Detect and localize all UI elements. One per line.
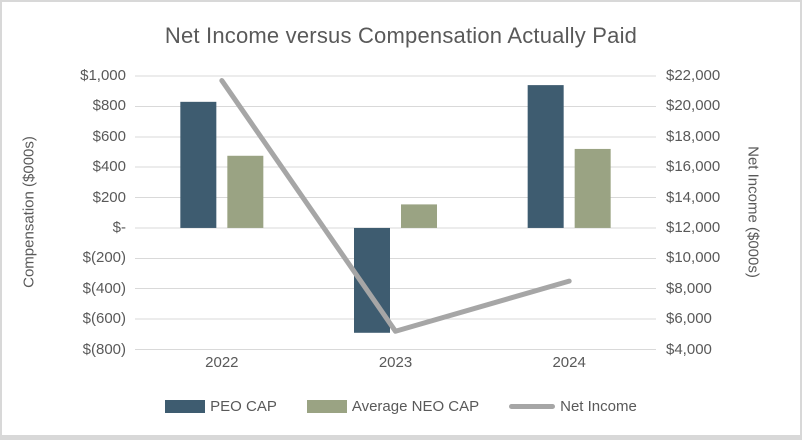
- left-axis-tick: $(200): [82, 249, 126, 267]
- left-axis-tick: $200: [92, 188, 126, 206]
- right-axis-tick-labels: $22,000 $20,000 $18,000 $16,000 $14,000 $12,0…: [666, 2, 796, 435]
- legend: PEO CAP Average NEO CAP Net Income: [2, 398, 800, 415]
- left-axis-tick: $(400): [82, 279, 126, 297]
- x-axis-label: 2024: [552, 354, 586, 371]
- right-axis-tick: $8,000: [666, 279, 712, 297]
- left-axis-tick: $1,000: [80, 67, 126, 84]
- x-axis-label: 2023: [378, 354, 413, 371]
- right-axis-tick: $4,000: [666, 340, 712, 358]
- right-axis-tick: $6,000: [666, 310, 712, 328]
- plot-area: [135, 75, 656, 350]
- right-axis-tick: $14,000: [666, 188, 721, 206]
- left-axis-tick: $(600): [82, 310, 126, 328]
- legend-label: Average NEO CAP: [351, 398, 480, 415]
- right-axis-tick: $20,000: [666, 97, 721, 115]
- line-net-income: [219, 78, 572, 334]
- legend-item-average-neo-cap: Average NEO CAP: [306, 398, 480, 415]
- bar-average-neo-cap: [574, 148, 611, 228]
- legend-swatch-line: [509, 404, 556, 409]
- legend-item-net-income: Net Income: [509, 398, 637, 415]
- bar-average-neo-cap: [227, 155, 264, 228]
- bar-peo-cap: [527, 85, 564, 228]
- x-axis-label: 2022: [205, 354, 239, 371]
- left-axis-tick: $800: [92, 97, 126, 115]
- legend-swatch-bar: [306, 400, 347, 413]
- legend-item-peo-cap: PEO CAP: [165, 398, 277, 415]
- right-axis-tick: $12,000: [666, 218, 721, 236]
- right-axis-tick: $10,000: [666, 249, 721, 267]
- legend-swatch-bar: [165, 400, 206, 413]
- left-axis-tick: $400: [92, 158, 126, 176]
- legend-label: Net Income: [560, 398, 637, 415]
- chart-title: Net Income versus Compensation Actually …: [164, 23, 638, 48]
- legend-label: PEO CAP: [210, 398, 277, 415]
- left-axis-tick: $(800): [82, 340, 126, 358]
- left-axis-tick-labels: $1,000 $800 $600 $400 $200 $- $(200) $(400) $(60…: [2, 2, 126, 435]
- right-axis-tick: $16,000: [666, 158, 721, 176]
- left-axis-tick: $-: [112, 218, 126, 236]
- bar-peo-cap: [180, 101, 217, 228]
- left-axis-tick: $600: [92, 127, 126, 145]
- bar-average-neo-cap: [401, 204, 437, 228]
- right-axis-tick: $18,000: [666, 127, 721, 145]
- right-axis-tick: $22,000: [666, 67, 721, 84]
